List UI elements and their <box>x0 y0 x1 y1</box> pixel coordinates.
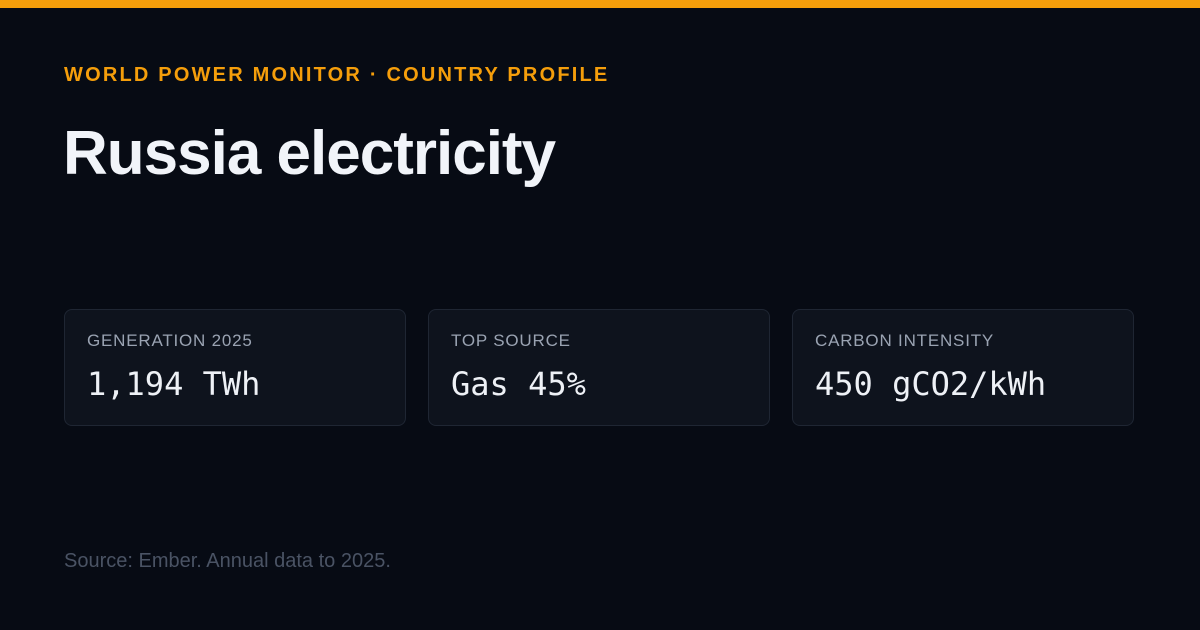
stat-card: GENERATION 2025 1,194 TWh <box>64 309 406 426</box>
stat-card: CARBON INTENSITY 450 gCO2/kWh <box>792 309 1134 426</box>
card-value: 450 gCO2/kWh <box>815 365 1047 403</box>
card-value: Gas 45% <box>451 365 586 403</box>
card-label: TOP SOURCE <box>451 331 571 350</box>
card-label: GENERATION 2025 <box>87 331 253 350</box>
accent-bar <box>0 0 1200 8</box>
source-note: Source: Ember. Annual data to 2025. <box>64 550 391 572</box>
card-label: CARBON INTENSITY <box>815 331 995 350</box>
stat-card: TOP SOURCE Gas 45% <box>428 309 770 426</box>
kicker: WORLD POWER MONITOR · COUNTRY PROFILE <box>64 64 610 86</box>
title: Russia electricity <box>63 119 556 188</box>
card-value: 1,194 TWh <box>87 365 261 403</box>
